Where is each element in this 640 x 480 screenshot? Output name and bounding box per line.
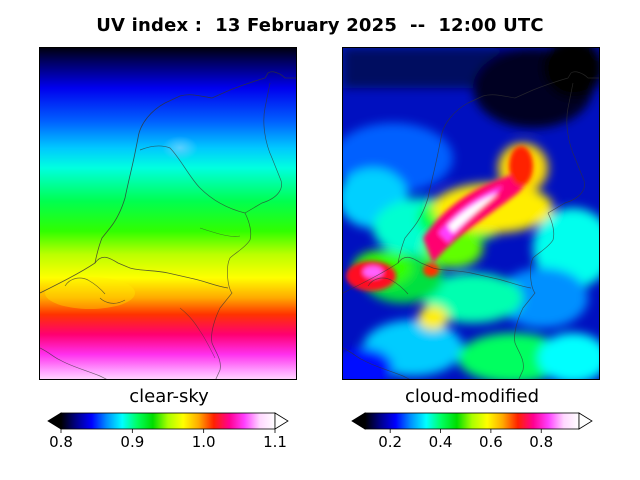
colorbar-extend-low [351,412,366,430]
colorbar-body [60,412,276,430]
clear-sky-colorbar-graphic [47,412,289,433]
colorbar-tick-label: 0.8 [49,433,73,451]
figure-title: UV index : 13 February 2025 -- 12:00 UTC [96,15,544,36]
colorbar-tick-label: 1.0 [191,433,216,451]
cloud-modified-colorbar-graphic [351,412,593,433]
cloud-modified-label: cloud-modified [404,386,540,407]
cloud-modified-colorbar [351,412,593,433]
colorbar-extend-low [47,412,62,430]
clear-sky-label: clear-sky [129,386,209,407]
clear-sky-map [39,47,297,380]
colorbar-tick-label: 0.4 [428,433,453,451]
colorbar-extend-high [274,412,289,430]
colorbar-tick-label: 0.2 [378,433,403,451]
colorbar-extend-high [578,412,593,430]
colorbar-tick-label: 1.1 [263,433,287,451]
colorbar-tick-label: 0.6 [478,433,503,451]
colorbar-tick-label: 0.9 [120,433,145,451]
cloud-modified-map [342,47,600,380]
colorbar-body [364,412,580,430]
clear-sky-colorbar [47,412,289,433]
colorbar-tick-label: 0.8 [529,433,554,451]
